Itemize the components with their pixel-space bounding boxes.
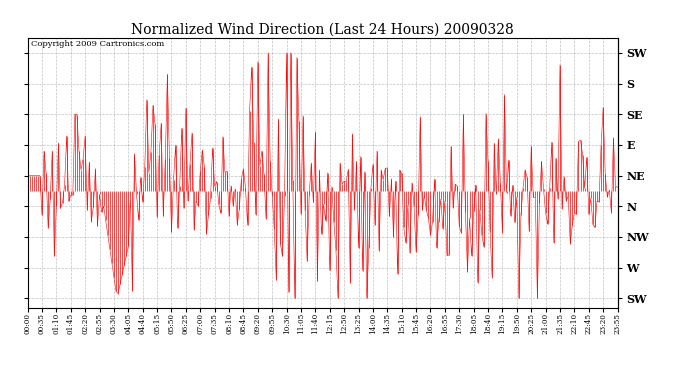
Title: Normalized Wind Direction (Last 24 Hours) 20090328: Normalized Wind Direction (Last 24 Hours… xyxy=(131,22,514,36)
Text: Copyright 2009 Cartronics.com: Copyright 2009 Cartronics.com xyxy=(30,40,164,48)
